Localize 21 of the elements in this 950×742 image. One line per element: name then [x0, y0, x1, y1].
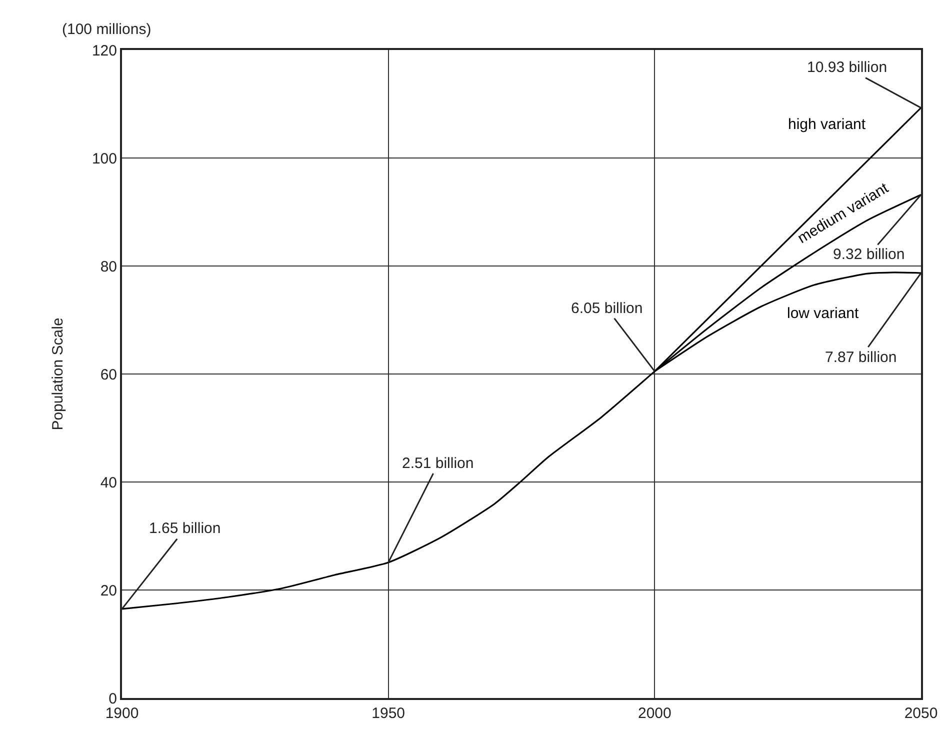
y-axis-title: Population Scale [50, 318, 67, 430]
y-tick-label: 120 [92, 42, 117, 60]
annotation: 9.32 billion [833, 246, 905, 263]
x-tick-label: 1900 [105, 705, 139, 722]
annotation: 2.51 billion [402, 455, 474, 472]
y-tick-label: 0 [108, 690, 117, 708]
y-tick-label: 100 [92, 150, 117, 168]
y-tick-label: 80 [100, 258, 117, 276]
annotation: 7.87 billion [825, 349, 897, 366]
x-tick-label: 2050 [904, 705, 938, 722]
x-tick-label: 1950 [372, 705, 406, 722]
annotation: 10.93 billion [807, 59, 888, 76]
annotation: 6.05 billion [571, 300, 643, 317]
y-tick-label: 20 [100, 582, 117, 600]
y-tick-label: 60 [100, 366, 117, 384]
y-tick-label: 40 [100, 474, 117, 492]
x-tick-label: 2000 [638, 705, 672, 722]
series-label: high variant [788, 116, 866, 133]
series-label: low variant [787, 305, 860, 322]
annotation: 1.65 billion [149, 520, 221, 537]
text: (100 millions) [62, 21, 152, 38]
